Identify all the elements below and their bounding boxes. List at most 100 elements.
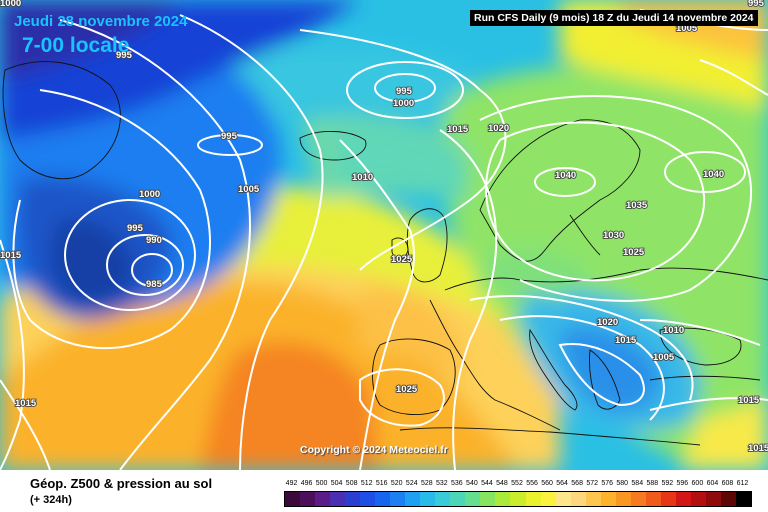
isobar-label: 1015 [615, 335, 637, 346]
scale-label: 580 [616, 480, 629, 487]
scale-label: 592 [661, 480, 674, 487]
scale-swatch [375, 492, 391, 506]
scale-swatch [330, 492, 346, 506]
scale-label: 604 [706, 480, 719, 487]
isobar-label: 1040 [703, 169, 724, 180]
isobar-label: 1010 [352, 172, 373, 183]
scale-swatch [285, 492, 301, 506]
scale-swatch [300, 492, 316, 506]
isobar-label: 1025 [391, 254, 413, 265]
legend-title: Géop. Z500 & pression au sol [30, 476, 213, 491]
scale-swatch [600, 492, 616, 506]
scale-swatch [630, 492, 646, 506]
scale-swatch [525, 492, 541, 506]
scale-swatch [660, 492, 676, 506]
scale-swatch [720, 492, 736, 506]
run-info: Run CFS Daily (9 mois) 18 Z du Jeudi 14 … [470, 10, 758, 26]
scale-label: 608 [721, 480, 734, 487]
isobar-label: 1025 [396, 384, 418, 395]
isobar-label: 1020 [488, 123, 509, 134]
scale-label: 500 [315, 480, 328, 487]
scale-swatch [390, 492, 406, 506]
isobar-label: 1015 [447, 124, 469, 135]
scale-swatch [480, 492, 496, 506]
scale-swatch [360, 492, 376, 506]
scale-label: 564 [556, 480, 568, 487]
scale-label: 520 [390, 480, 403, 487]
scale-swatch [570, 492, 586, 506]
scale-label: 584 [631, 480, 644, 487]
scale-label: 496 [300, 480, 313, 487]
pressure-geopotential-map: 995 995 1000 995 1005 1000 995 990 985 1… [0, 0, 768, 470]
scale-swatch [615, 492, 631, 506]
scale-swatch [675, 492, 691, 506]
isobar-label: 1000 [393, 98, 414, 109]
scale-swatch [435, 492, 451, 506]
scale-label: 612 [736, 480, 749, 487]
scale-label: 508 [345, 480, 358, 487]
scale-label: 552 [511, 480, 523, 487]
isobar-label: 1035 [626, 200, 648, 211]
scale-label: 556 [526, 480, 538, 487]
color-scale-labels: 492 496 500 504 508 512 516 520 524 528 532 536 540 5… [284, 480, 754, 490]
scale-label: 572 [586, 480, 598, 487]
scale-swatch [585, 492, 601, 506]
scale-swatch [645, 492, 661, 506]
isobar-label: 1005 [238, 184, 260, 195]
isobar-labels: 995 995 1000 995 1005 1000 995 990 985 1… [0, 0, 768, 455]
scale-label: 540 [466, 480, 478, 487]
forecast-date: Jeudi 28 novembre 2024 [14, 13, 188, 30]
scale-swatch [540, 492, 556, 506]
scale-label: 596 [676, 480, 689, 487]
scale-label: 568 [571, 480, 583, 487]
isobar-label: 1015 [0, 250, 22, 261]
isobars [0, 9, 768, 470]
scale-label: 548 [496, 480, 508, 487]
isobar-label: 995 [221, 131, 238, 142]
scale-label: 524 [405, 480, 418, 487]
coastlines [2, 61, 768, 446]
isobar-label: 1015 [748, 443, 768, 454]
isobar-label: 995 [748, 0, 765, 9]
scale-label: 544 [481, 480, 493, 487]
weather-map: 995 995 1000 995 1005 1000 995 990 985 1… [0, 0, 768, 470]
scale-label: 516 [375, 480, 388, 487]
scale-swatch [555, 492, 571, 506]
isobar-label: 1005 [653, 352, 675, 363]
scale-label: 600 [691, 480, 704, 487]
geopotential-field [0, 0, 768, 470]
isobar-label: 1040 [555, 170, 576, 181]
scale-label: 492 [285, 480, 298, 487]
isobar-label: 1010 [663, 325, 684, 336]
scale-swatch [735, 492, 751, 506]
scale-label: 536 [451, 480, 463, 487]
isobar-label: 995 [127, 223, 144, 234]
isobar-label: 1015 [738, 395, 760, 406]
scale-label: 560 [541, 480, 553, 487]
scale-swatch [420, 492, 436, 506]
isobar-label: 1030 [603, 230, 624, 241]
scale-swatch [450, 492, 466, 506]
legend-subtitle: (+ 324h) [30, 494, 72, 506]
color-scale [284, 491, 752, 507]
isobar-label: 1015 [15, 398, 37, 409]
scale-swatch [495, 492, 511, 506]
isobar-label: 1025 [623, 247, 645, 258]
scale-label: 528 [420, 480, 433, 487]
isobar-label: 1000 [139, 189, 160, 200]
scale-swatch [690, 492, 706, 506]
isobar-label: 995 [396, 86, 413, 97]
copyright: Copyright © 2024 Meteociel.fr [300, 444, 448, 456]
scale-label: 576 [601, 480, 614, 487]
isobar-label: 1000 [0, 0, 21, 9]
isobar-label: 1020 [597, 317, 618, 328]
scale-label: 532 [435, 480, 448, 487]
scale-swatch [405, 492, 421, 506]
scale-label: 504 [330, 480, 343, 487]
forecast-time: 7-00 locale [22, 34, 130, 57]
isobar-label: 985 [146, 279, 163, 290]
isobar-label: 990 [146, 235, 162, 246]
scale-swatch [345, 492, 361, 506]
isobar-label: 995 [116, 50, 133, 61]
scale-swatch [705, 492, 721, 506]
